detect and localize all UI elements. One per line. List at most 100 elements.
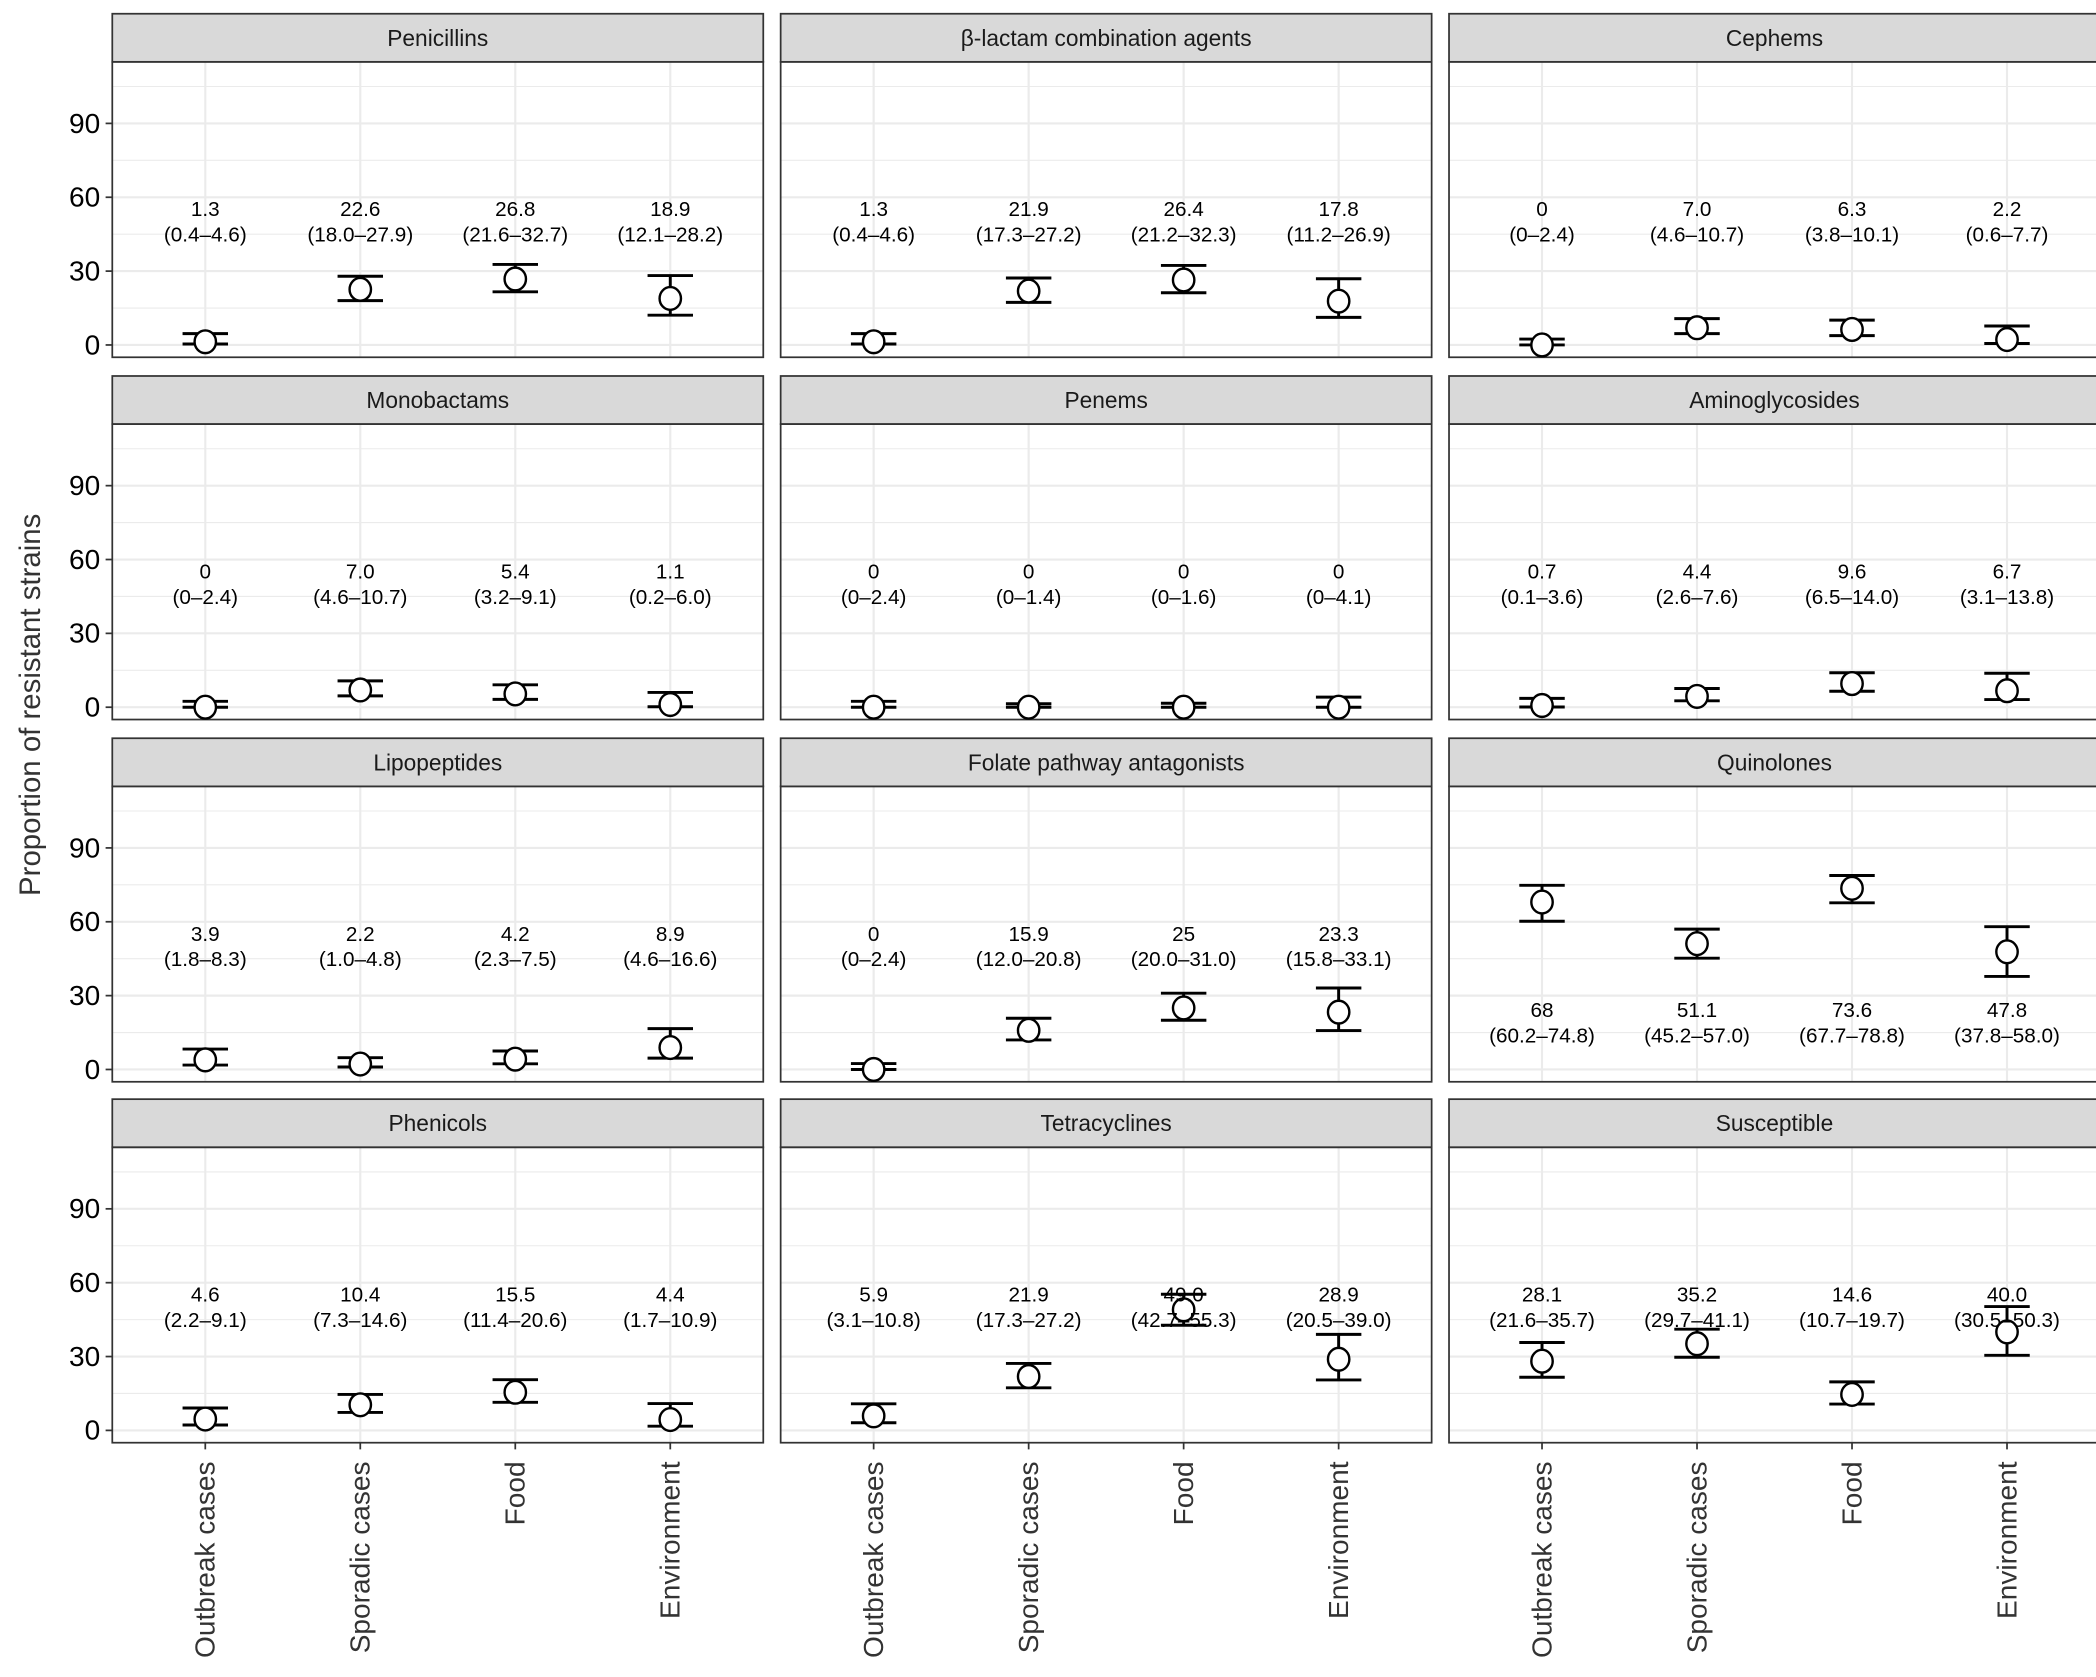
x-tick-label: Sporadic cases — [1681, 1461, 1712, 1653]
data-point — [1530, 889, 1554, 915]
estimate-label: 5.4 — [501, 561, 530, 584]
ci-label: (3.1–13.8) — [1960, 586, 2054, 609]
estimate-label: 28.9 — [1318, 1284, 1358, 1307]
estimate-label: 22.6 — [340, 198, 380, 221]
ci-label: (0.6–7.7) — [1966, 224, 2049, 247]
y-tick-label: 60 — [69, 906, 100, 937]
ci-label: (60.2–74.8) — [1489, 1024, 1595, 1047]
estimate-label: 35.2 — [1677, 1284, 1717, 1307]
data-point — [1685, 315, 1709, 341]
facet-strip — [1448, 737, 2096, 788]
x-tick-label: Environment — [655, 1461, 686, 1619]
estimate-label: 2.2 — [346, 923, 375, 946]
ci-label: (0.4–4.6) — [832, 224, 915, 247]
ci-label: (20.0–31.0) — [1131, 948, 1237, 971]
ci-label: (0.2–6.0) — [629, 586, 712, 609]
ci-label: (4.6–10.7) — [313, 586, 407, 609]
estimate-label: 1.3 — [191, 198, 220, 221]
estimate-label: 1.3 — [859, 198, 888, 221]
panel-penicillins: Penicillins 1.3 (0.4–4.6) 22.6 (18.0–27.9) 26… — [69, 12, 765, 360]
estimate-label: 0.7 — [1528, 561, 1557, 584]
estimate-label: 15.5 — [495, 1284, 535, 1307]
ci-label: (1.8–8.3) — [164, 948, 247, 971]
data-point — [1171, 267, 1196, 293]
data-point — [861, 1403, 886, 1429]
ci-label: (4.6–16.6) — [623, 948, 717, 971]
estimate-label: 0 — [1178, 561, 1190, 584]
x-tick-label: Outbreak cases — [190, 1461, 221, 1658]
facet-title: Penems — [1064, 387, 1147, 413]
x-tick-label: Outbreak cases — [858, 1461, 889, 1658]
estimate-label: 0 — [1023, 561, 1035, 584]
facet-title: Monobactams — [366, 387, 509, 413]
panel-tetracyclines: Tetracyclines 5.9(3.1–10.8) 21.9(17.3–27.2… — [779, 1098, 1433, 1658]
estimate-label: 7.0 — [346, 561, 375, 584]
ci-label: (0–4.1) — [1306, 586, 1372, 609]
ci-label: (2.2–9.1) — [164, 1309, 247, 1332]
estimate-label: 18.9 — [650, 198, 690, 221]
data-point — [348, 276, 373, 302]
data-point — [503, 1379, 528, 1405]
panel-frame — [111, 785, 765, 1083]
data-point — [658, 1035, 683, 1061]
ci-label: (17.3–27.2) — [976, 1309, 1082, 1332]
estimate-label: 0 — [868, 923, 880, 946]
y-tick-label: 90 — [69, 1193, 100, 1224]
estimate-label: 21.9 — [1009, 198, 1049, 221]
estimate-label: 28.1 — [1522, 1284, 1562, 1307]
ci-label: (42.7–55.3) — [1131, 1309, 1237, 1332]
estimate-label: 4.2 — [501, 923, 530, 946]
panel-frame — [1448, 785, 2096, 1083]
panel-frame — [111, 60, 765, 359]
data-point — [503, 266, 528, 292]
facet-title: Penicillins — [387, 25, 488, 51]
facet-strip — [779, 737, 1433, 788]
y-axis-title: Proportion of resistant strains — [14, 514, 47, 896]
facet-strip — [111, 737, 765, 788]
estimate-label: 25 — [1172, 923, 1195, 946]
estimate-label: 40.0 — [1987, 1284, 2027, 1307]
ci-label: (7.3–14.6) — [313, 1309, 407, 1332]
estimate-label: 0 — [200, 561, 212, 584]
data-point — [1171, 694, 1196, 720]
ci-label: (18.0–27.9) — [307, 224, 413, 247]
ci-label: (67.7–78.8) — [1799, 1024, 1905, 1047]
ci-label: (21.2–32.3) — [1131, 224, 1237, 247]
data-point — [1685, 683, 1709, 709]
facet-title: β-lactam combination agents — [961, 25, 1252, 51]
ci-label: (15.8–33.1) — [1286, 948, 1392, 971]
y-tick-label: 30 — [69, 1341, 100, 1372]
ci-label: (10.7–19.7) — [1799, 1309, 1905, 1332]
estimate-label: 10.4 — [340, 1284, 380, 1307]
data-point — [658, 1406, 683, 1433]
y-tick-label: 0 — [85, 1415, 101, 1446]
estimate-label: 0 — [868, 561, 880, 584]
estimate-label: 51.1 — [1677, 999, 1717, 1022]
facet-title: Lipopeptides — [373, 749, 502, 775]
data-point — [1685, 1331, 1709, 1357]
y-tick-label: 60 — [69, 544, 100, 575]
panel-folate-pathway-antagonists: Folate pathway antagonists0(0–2.4)15.9(1… — [779, 737, 1433, 1083]
panel-quinolones: Quinolones 68(60.2–74.8) 51.1(45.2–57.0) 73… — [1448, 737, 2096, 1083]
ci-label: (0–2.4) — [841, 586, 907, 609]
ci-label: (6.5–14.0) — [1805, 586, 1899, 609]
ci-label: (21.6–32.7) — [462, 224, 568, 247]
y-tick-label: 30 — [69, 618, 100, 649]
data-point — [861, 329, 886, 355]
x-tick-label: Sporadic cases — [345, 1461, 376, 1653]
data-point — [193, 694, 218, 720]
y-tick-label: 0 — [85, 692, 101, 723]
estimate-label: 9.6 — [1838, 561, 1867, 584]
estimate-label: 21.9 — [1009, 1284, 1049, 1307]
estimate-label: 7.0 — [1683, 198, 1712, 221]
data-point — [1016, 694, 1041, 720]
data-point — [861, 1056, 886, 1083]
data-point — [503, 1046, 528, 1072]
data-point — [861, 694, 886, 720]
y-tick-label: 90 — [69, 832, 100, 863]
data-point — [348, 677, 373, 703]
panel-lipopeptides: Lipopeptides3.9(1.8–8.3)2.2(1.0–4.8)4.2(… — [69, 737, 765, 1085]
facet-strip — [779, 1098, 1433, 1149]
estimate-label: 23.3 — [1318, 923, 1358, 946]
facet-strip — [1448, 375, 2096, 425]
